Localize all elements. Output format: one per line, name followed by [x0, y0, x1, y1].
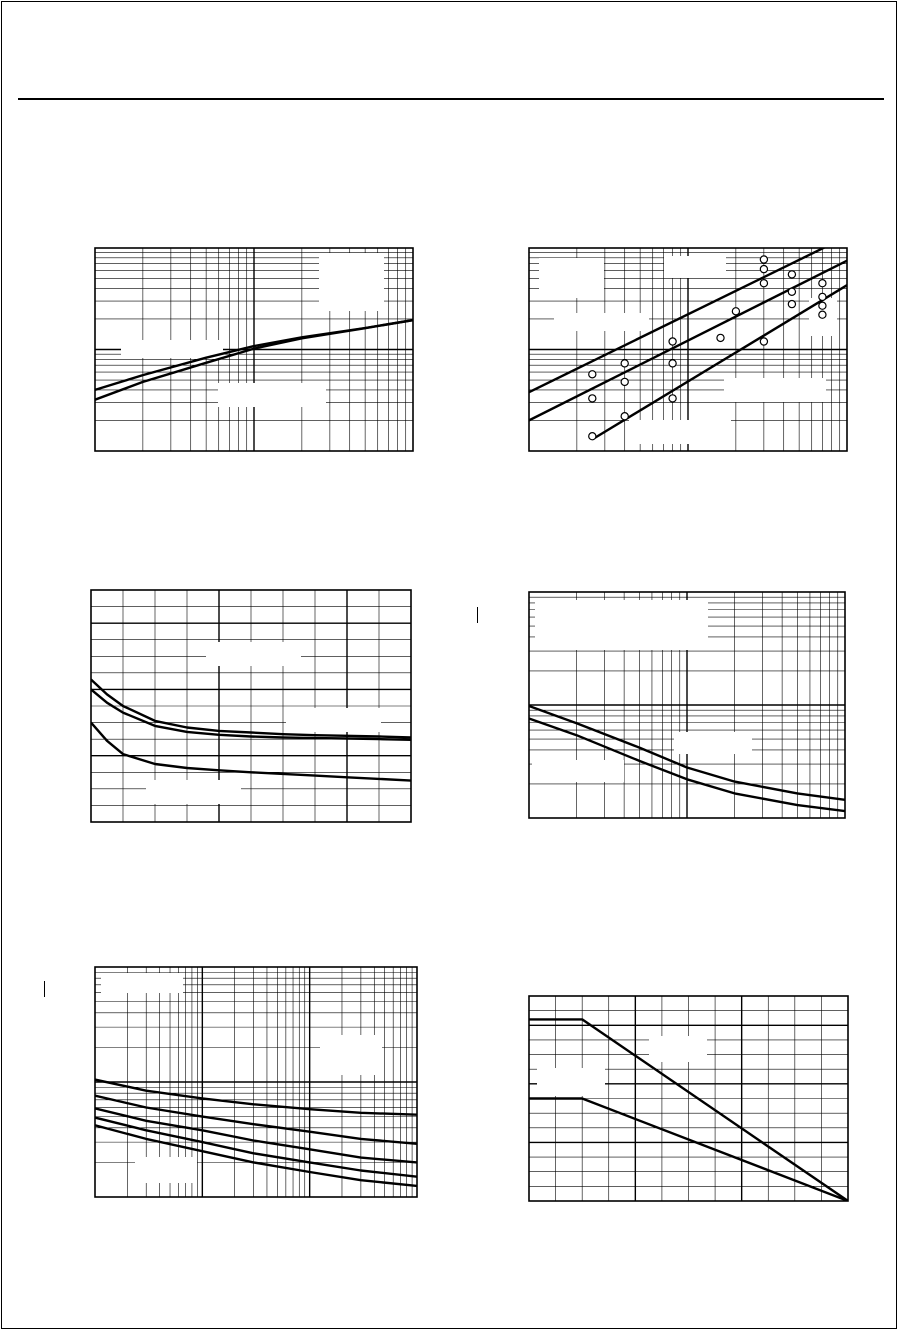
chart-5-svg [94, 966, 418, 1198]
series-line-2 [529, 1097, 848, 1201]
data-point-marker [787, 270, 797, 279]
axis-tick-mark [477, 607, 478, 623]
series-line-5 [95, 1124, 417, 1188]
data-point-marker [716, 333, 725, 343]
chart-1 [94, 247, 414, 452]
label-box [664, 256, 726, 278]
series-line-3 [591, 284, 847, 441]
series-line-1 [529, 704, 845, 801]
label-box [537, 1068, 605, 1096]
axis-tick-mark [44, 981, 45, 997]
series-line-4 [95, 1116, 417, 1178]
data-point-marker [787, 287, 797, 297]
data-point-marker [620, 377, 629, 387]
data-point-marker [759, 255, 769, 264]
chart-3 [90, 589, 412, 823]
plot-frame [528, 591, 846, 819]
label-box [320, 1035, 382, 1075]
series-line-1 [529, 1018, 848, 1201]
data-point-marker [668, 359, 677, 368]
data-point-marker [818, 301, 827, 310]
label-box [539, 258, 604, 298]
plot-frame [94, 247, 414, 452]
data-point-marker [818, 310, 827, 319]
label-box [206, 642, 301, 666]
label-box [535, 600, 708, 650]
label-box [286, 708, 381, 732]
grid [529, 996, 848, 1201]
data-point-marker [759, 337, 769, 346]
plot-frame [528, 995, 849, 1202]
series-line-1 [91, 678, 411, 739]
data-point-marker [588, 370, 597, 379]
series-line-2 [95, 1094, 417, 1145]
header-rule [18, 98, 884, 100]
series-line-3 [91, 721, 411, 782]
label-box [135, 1157, 197, 1183]
data-point-marker [818, 279, 827, 288]
label-box [629, 420, 731, 444]
data-point-marker [787, 299, 797, 309]
data-point-marker [818, 292, 827, 302]
data-point-marker [668, 337, 677, 346]
series-line-2 [91, 688, 411, 741]
chart-6 [528, 995, 849, 1202]
data-point-marker [668, 394, 677, 403]
chart-2 [528, 247, 848, 452]
data-point-marker [620, 359, 629, 368]
series-line-2 [529, 717, 845, 813]
plot-frame [528, 247, 848, 452]
chart-1-svg [94, 247, 414, 452]
series-line-1 [529, 248, 827, 394]
label-box [218, 383, 326, 407]
series-line-2 [95, 318, 413, 401]
chart-4-svg [528, 591, 846, 819]
label-box [674, 732, 752, 754]
data-point-marker [620, 411, 629, 421]
label-box [121, 340, 223, 358]
data-point-marker [588, 431, 597, 441]
label-box [724, 378, 826, 402]
chart-2-svg [528, 247, 848, 452]
data-point-marker [731, 307, 741, 316]
label-box [649, 1036, 707, 1062]
series-line-2 [529, 259, 847, 422]
label-box [146, 780, 241, 804]
series-line-3 [95, 1107, 417, 1164]
label-box [101, 973, 183, 993]
label-box [532, 760, 624, 782]
chart-3-svg [90, 589, 412, 823]
chart-6-svg [528, 995, 849, 1202]
series-line-1 [95, 1078, 417, 1116]
data-point-marker [588, 394, 597, 403]
data-point-marker [759, 264, 769, 274]
plot-frame [90, 589, 412, 823]
grid [91, 590, 411, 822]
label-box [319, 253, 384, 311]
label-box [554, 313, 649, 331]
chart-4 [528, 591, 846, 819]
data-point-marker [759, 279, 769, 288]
plot-frame [94, 966, 418, 1198]
chart-5 [94, 966, 418, 1198]
